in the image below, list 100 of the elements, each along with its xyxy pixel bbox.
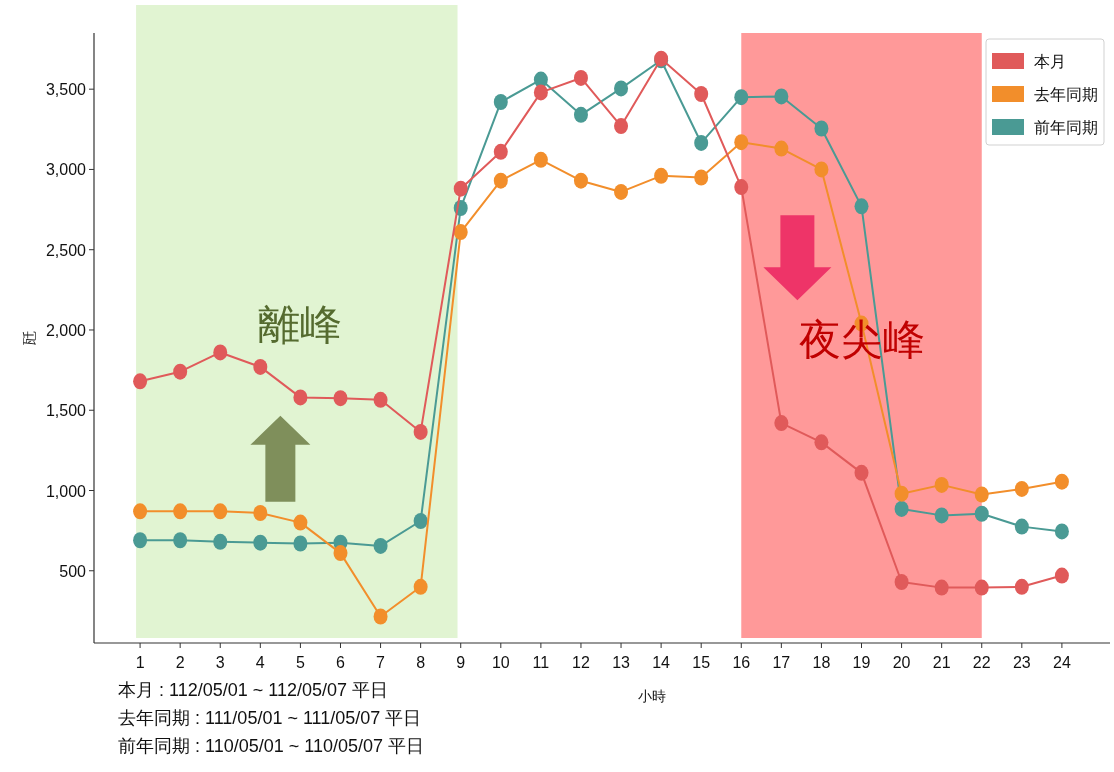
point <box>413 578 428 595</box>
point <box>493 172 508 189</box>
y-tick-label: 2,500 <box>45 241 87 259</box>
point <box>373 608 388 625</box>
y-tick-label: 3,000 <box>45 161 87 179</box>
point <box>854 198 869 215</box>
point <box>573 106 588 123</box>
point <box>133 503 148 520</box>
point <box>293 514 308 531</box>
point <box>533 84 548 101</box>
x-tick-label: 3 <box>215 654 225 671</box>
point <box>734 179 749 196</box>
point <box>614 183 629 200</box>
point <box>373 391 388 408</box>
point <box>934 476 949 493</box>
point <box>453 180 468 197</box>
legend-label: 前年同期 <box>1034 119 1098 136</box>
point <box>974 486 989 503</box>
x-tick-label: 21 <box>932 654 951 671</box>
x-tick-label: 22 <box>972 654 991 671</box>
legend-label: 本月 <box>1034 53 1066 70</box>
x-tick-label: 23 <box>1012 654 1031 671</box>
text: 去年同期 : 111/05/01 ~ 111/05/07 平日 <box>118 708 422 728</box>
x-tick-label: 16 <box>732 654 751 671</box>
y-axis-title: 瓩 <box>21 331 37 345</box>
point <box>293 535 308 552</box>
point <box>1014 480 1029 497</box>
x-tick-label: 6 <box>336 654 346 671</box>
x-tick-label: 11 <box>532 654 550 671</box>
point <box>133 373 148 390</box>
point <box>894 574 909 590</box>
y-tick-label: 1,500 <box>45 402 87 420</box>
x-tick-label: 2 <box>175 654 185 671</box>
point <box>573 69 588 86</box>
point <box>774 415 789 432</box>
point <box>654 167 669 184</box>
point <box>453 224 468 241</box>
point <box>253 534 268 551</box>
point <box>894 500 909 517</box>
x-tick-label: 13 <box>612 654 631 671</box>
point <box>173 503 188 520</box>
point <box>694 86 709 102</box>
point <box>974 505 989 522</box>
x-tick-label: 9 <box>456 654 466 671</box>
point <box>493 143 508 160</box>
x-tick-label: 20 <box>892 654 911 671</box>
x-tick-label: 18 <box>812 654 831 671</box>
x-tick-label: 4 <box>255 654 265 671</box>
point <box>213 503 228 520</box>
point <box>1014 578 1029 595</box>
point <box>694 169 709 186</box>
point <box>814 120 829 137</box>
point <box>1014 518 1029 535</box>
point <box>974 579 989 596</box>
point <box>734 89 749 106</box>
point <box>894 485 909 502</box>
point <box>413 423 428 440</box>
point <box>253 504 268 521</box>
point <box>774 140 789 157</box>
x-tick-label: 19 <box>852 654 871 671</box>
y-tick-label: 1,000 <box>45 482 87 500</box>
x-axis-title: 小時 <box>638 688 666 704</box>
point <box>774 88 789 105</box>
x-tick-label: 10 <box>491 654 510 671</box>
point <box>133 532 148 549</box>
point <box>934 507 949 524</box>
point <box>734 134 749 151</box>
text: 前年同期 : 110/05/01 ~ 110/05/07 平日 <box>118 736 424 756</box>
x-tick-label: 24 <box>1053 654 1071 671</box>
point <box>814 161 829 178</box>
point <box>694 134 709 151</box>
point <box>493 94 508 111</box>
point <box>173 532 188 549</box>
point <box>293 389 308 406</box>
point <box>573 172 588 189</box>
annotation: 離峰 <box>258 301 343 349</box>
x-tick-label: 15 <box>692 654 711 671</box>
x-tick-label: 7 <box>376 654 386 671</box>
point <box>1054 567 1069 584</box>
point <box>854 464 869 481</box>
x-tick-label: 12 <box>572 654 590 671</box>
point <box>533 151 548 168</box>
point <box>614 118 629 135</box>
point <box>253 358 268 375</box>
legend-label: 去年同期 <box>1034 86 1098 103</box>
point <box>373 537 388 554</box>
text: 本月 : 112/05/01 ~ 112/05/07 平日 <box>118 680 388 700</box>
x-tick-label: 5 <box>295 654 305 671</box>
y-tick-label: 2,000 <box>45 321 87 339</box>
x-tick-label: 14 <box>652 654 671 671</box>
point <box>814 434 829 451</box>
x-tick-label: 8 <box>416 654 426 671</box>
point <box>213 533 228 550</box>
x-tick-label: 17 <box>772 654 791 671</box>
point <box>173 363 188 380</box>
x-tick-label: 1 <box>135 654 145 671</box>
point <box>213 344 228 361</box>
point <box>333 390 348 407</box>
point <box>333 545 348 562</box>
y-tick-label: 3,500 <box>45 81 87 99</box>
